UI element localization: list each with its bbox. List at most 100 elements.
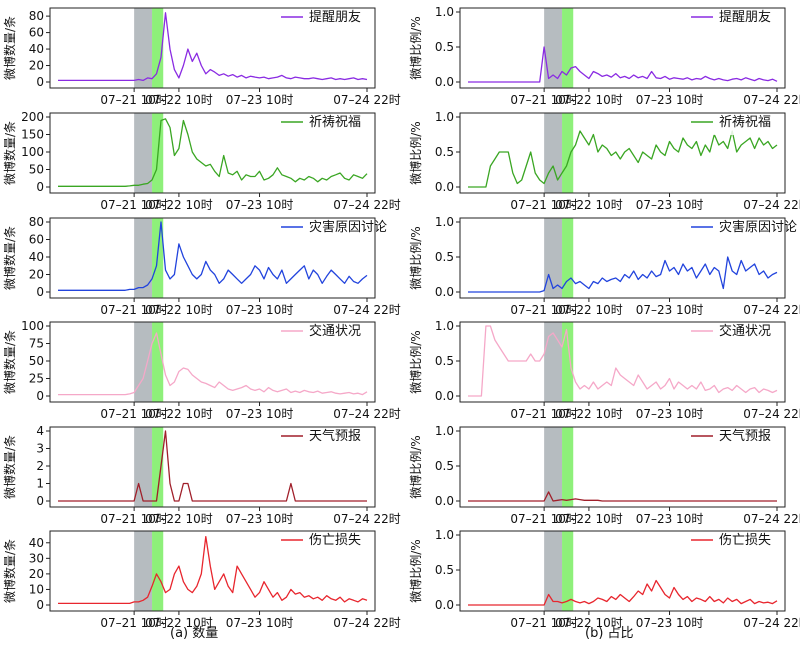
y-tick-label-count-2-4: 80 bbox=[29, 215, 44, 229]
y-tick-label-count-0-2: 40 bbox=[29, 42, 44, 56]
x-tick-label-ratio-4-0: 07–21 10时 bbox=[510, 512, 578, 526]
series-line-count-0 bbox=[58, 12, 368, 82]
x-tick-label-ratio-2-1: 07–22 10时 bbox=[555, 303, 623, 317]
shaded-gray-count-2 bbox=[134, 218, 153, 298]
y-tick-label-count-5-0: 0 bbox=[36, 598, 44, 612]
y-tick-label-count-3-1: 25 bbox=[29, 372, 44, 386]
series-line-ratio-5 bbox=[468, 579, 778, 606]
x-tick-label-count-4-0: 07–21 10时 bbox=[100, 512, 168, 526]
y-tick-label-count-3-4: 100 bbox=[21, 319, 44, 333]
y-tick-label-count-2-0: 0 bbox=[36, 285, 44, 299]
y-tick-label-ratio-2-2: 1.0 bbox=[435, 215, 454, 229]
y-tick-label-count-4-4: 4 bbox=[36, 424, 44, 438]
plot-frame-count-1 bbox=[49, 112, 376, 194]
shaded-gray-ratio-5 bbox=[544, 531, 563, 611]
y-tick-label-ratio-4-0: 0.0 bbox=[435, 494, 454, 508]
plot-frame-ratio-0 bbox=[459, 7, 786, 89]
x-tick-label-count-2-3: 07–24 22时 bbox=[333, 303, 401, 317]
x-tick-label-count-3-2: 07–23 10时 bbox=[226, 407, 294, 421]
plot-frame-ratio-5 bbox=[459, 530, 786, 612]
series-line-ratio-1 bbox=[468, 130, 778, 188]
y-axis-label-ratio-5: 微博比例/% bbox=[408, 539, 423, 602]
legend-box-count-2 bbox=[275, 220, 373, 240]
y-tick-label-count-0-4: 80 bbox=[29, 9, 44, 23]
y-tick-label-count-1-0: 0 bbox=[36, 180, 44, 194]
legend-box-ratio-5 bbox=[685, 533, 783, 553]
legend-box-ratio-4 bbox=[685, 429, 783, 449]
legend-label-count-1: 祈祷祝福 bbox=[309, 114, 361, 130]
shaded-gray-count-0 bbox=[134, 8, 153, 88]
x-tick-label-ratio-4-3: 07–24 22时 bbox=[743, 512, 800, 526]
x-tick-label-ratio-2-0: 07–21 10时 bbox=[510, 303, 578, 317]
y-tick-label-count-0-1: 20 bbox=[29, 59, 44, 73]
legend-label-count-0: 提醒朋友 bbox=[309, 9, 361, 25]
legend-label-count-3: 交通状况 bbox=[309, 323, 361, 339]
shaded-gray-ratio-3 bbox=[544, 322, 563, 402]
plot-frame-ratio-1 bbox=[459, 112, 786, 194]
series-line-ratio-0 bbox=[468, 46, 778, 83]
shaded-gray-count-3 bbox=[134, 322, 153, 402]
x-tick-label-count-5-1: 07–22 10时 bbox=[145, 616, 213, 630]
x-tick-label-count-2-1: 07–22 10时 bbox=[145, 303, 213, 317]
legend-label-count-5: 伤亡损失 bbox=[309, 533, 361, 548]
legend-box-ratio-1 bbox=[685, 115, 783, 135]
x-tick-label-count-0-0: 07–21 10时 bbox=[100, 93, 168, 107]
x-tick-label-ratio-4-1: 07–22 10时 bbox=[555, 512, 623, 526]
legend-label-ratio-3: 交通状况 bbox=[719, 323, 771, 339]
y-tick-label-count-5-1: 10 bbox=[29, 582, 44, 596]
y-tick-label-count-3-0: 0 bbox=[36, 389, 44, 403]
plot-frame-ratio-4 bbox=[459, 426, 786, 508]
x-tick-label-count-0-2: 07–23 10时 bbox=[226, 93, 294, 107]
legend-box-count-3 bbox=[275, 324, 373, 344]
y-axis-label-ratio-1: 微博比例/% bbox=[408, 121, 423, 184]
x-tick-label-count-5-2: 07–23 10时 bbox=[226, 616, 294, 630]
y-tick-label-ratio-3-0: 0.0 bbox=[435, 389, 454, 403]
y-tick-label-ratio-5-0: 0.0 bbox=[435, 598, 454, 612]
x-tick-label-ratio-5-2: 07–23 10时 bbox=[636, 616, 704, 630]
series-line-count-1 bbox=[58, 118, 368, 187]
series-line-count-5 bbox=[58, 535, 368, 605]
x-tick-label-ratio-2-3: 07–24 22时 bbox=[743, 303, 800, 317]
legend-label-ratio-4: 天气预报 bbox=[719, 428, 771, 444]
x-tick-label-ratio-1-1: 07–22 10时 bbox=[555, 198, 623, 212]
x-tick-label-ratio-3-0: 07–21 10时 bbox=[510, 407, 578, 421]
plot-frame-count-2 bbox=[49, 217, 376, 299]
y-tick-label-count-1-2: 100 bbox=[21, 145, 44, 159]
series-line-ratio-3 bbox=[468, 325, 778, 397]
x-tick-label-ratio-1-0: 07–21 10时 bbox=[510, 198, 578, 212]
legend-box-count-4 bbox=[275, 429, 373, 449]
plot-frame-count-5 bbox=[49, 530, 376, 612]
x-tick-label-count-5-3: 07–24 22时 bbox=[333, 616, 401, 630]
y-tick-label-count-4-1: 1 bbox=[36, 477, 44, 491]
plot-frame-count-4 bbox=[49, 426, 376, 508]
y-tick-label-ratio-0-1: 0.5 bbox=[435, 40, 454, 54]
plot-frame-ratio-3 bbox=[459, 321, 786, 403]
x-tick-label-ratio-0-2: 07–23 10时 bbox=[636, 93, 704, 107]
x-tick-label-count-0-1: 07–22 10时 bbox=[145, 93, 213, 107]
shaded-gray-count-4 bbox=[134, 427, 153, 507]
y-axis-label-count-4: 微博数量/条 bbox=[2, 435, 17, 499]
y-tick-label-count-2-1: 20 bbox=[29, 268, 44, 282]
y-tick-label-ratio-0-0: 0.0 bbox=[435, 75, 454, 89]
shaded-green-ratio-3 bbox=[562, 322, 574, 402]
series-line-ratio-4 bbox=[468, 491, 777, 502]
x-tick-label-ratio-1-3: 07–24 22时 bbox=[743, 198, 800, 212]
y-tick-label-ratio-1-1: 0.5 bbox=[435, 145, 454, 159]
x-tick-label-ratio-0-3: 07–24 22时 bbox=[743, 93, 800, 107]
legend-box-count-1 bbox=[275, 115, 373, 135]
x-tick-label-ratio-3-2: 07–23 10时 bbox=[636, 407, 704, 421]
legend-label-count-2: 灾害原因讨论 bbox=[309, 219, 387, 235]
caption-right: (b) 占比 bbox=[585, 626, 634, 641]
x-tick-label-count-1-1: 07–22 10时 bbox=[145, 198, 213, 212]
y-tick-label-count-0-0: 0 bbox=[36, 75, 44, 89]
y-tick-label-count-3-3: 75 bbox=[29, 337, 44, 351]
y-axis-label-count-0: 微博数量/条 bbox=[2, 16, 17, 80]
x-tick-label-ratio-0-1: 07–22 10时 bbox=[555, 93, 623, 107]
legend-label-ratio-2: 灾害原因讨论 bbox=[719, 219, 797, 235]
y-axis-label-ratio-2: 微博比例/% bbox=[408, 226, 423, 289]
shaded-gray-ratio-1 bbox=[544, 113, 563, 193]
x-tick-label-count-1-0: 07–21 10时 bbox=[100, 198, 168, 212]
shaded-gray-ratio-4 bbox=[544, 427, 563, 507]
x-tick-label-ratio-3-1: 07–22 10时 bbox=[555, 407, 623, 421]
